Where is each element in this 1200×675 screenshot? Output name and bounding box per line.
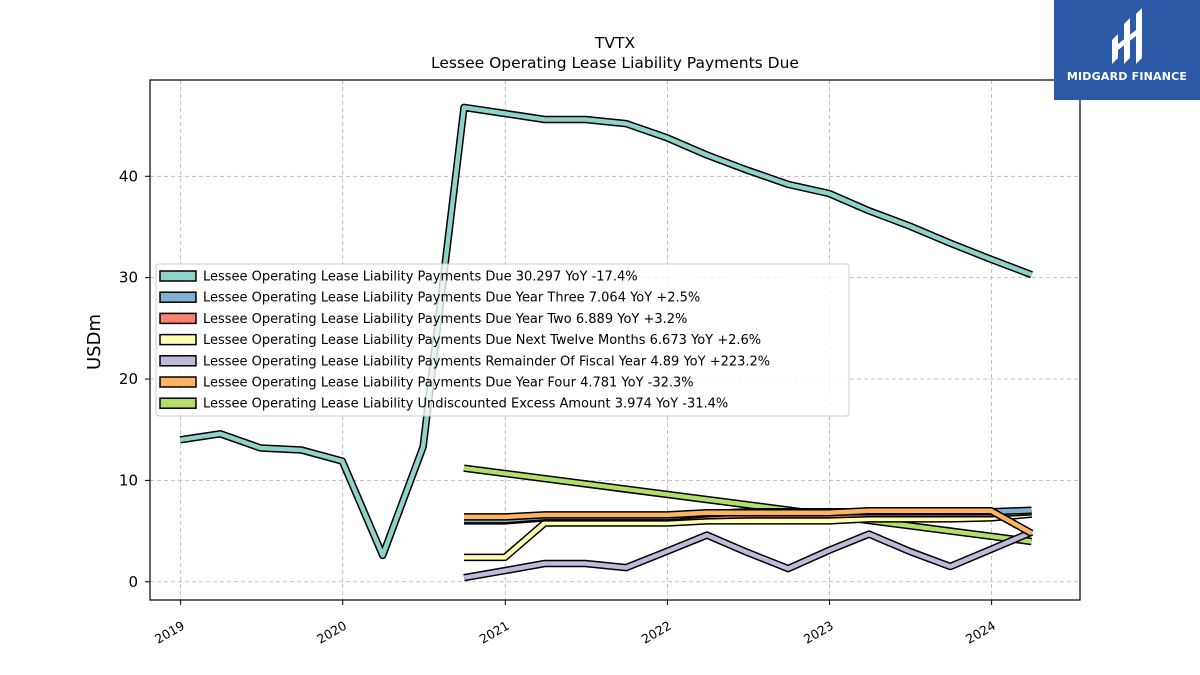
series-line	[464, 508, 1033, 536]
brand-logo: MIDGARD FINANCE	[1054, 0, 1200, 100]
legend-label: Lessee Operating Lease Liability Payment…	[203, 333, 761, 348]
y-tick-label: 0	[128, 573, 138, 591]
series-line	[463, 530, 1033, 580]
chart-subtitle: Lessee Operating Lease Liability Payment…	[431, 54, 799, 72]
legend-label: Lessee Operating Lease Liability Payment…	[203, 354, 770, 369]
legend-swatch	[159, 333, 197, 346]
series-line	[463, 465, 1032, 544]
logo-text: MIDGARD FINANCE	[1066, 70, 1188, 83]
x-tick-label: 2023	[801, 618, 836, 647]
y-tick-label: 30	[119, 269, 138, 287]
x-tick-label: 2024	[963, 618, 998, 647]
y-tick-label: 40	[119, 167, 138, 185]
legend-box	[155, 263, 850, 417]
legend-swatch	[159, 291, 197, 303]
series-line	[179, 105, 1033, 558]
series-lines	[179, 103, 1034, 582]
chart-title: TVTX	[594, 34, 636, 52]
legend: Lessee Operating Lease Liability Payment…	[155, 263, 850, 417]
legend-label: Lessee Operating Lease Liability Undisco…	[203, 397, 728, 412]
x-tick-label: 2019	[152, 618, 187, 647]
y-axis-label: USDm	[84, 314, 105, 370]
legend-swatch	[159, 270, 197, 282]
logo-mark-icon	[1112, 8, 1142, 64]
legend-swatch	[159, 355, 197, 367]
legend-swatch	[159, 397, 197, 409]
legend-label: Lessee Operating Lease Liability Payment…	[203, 270, 638, 285]
legend-swatch	[159, 312, 197, 325]
legend-label: Lessee Operating Lease Liability Payment…	[203, 376, 694, 391]
y-tick-label: 20	[119, 370, 138, 388]
legend-label: Lessee Operating Lease Liability Payment…	[203, 291, 700, 306]
plot-area	[149, 79, 1081, 601]
y-tick-label: 10	[119, 471, 138, 489]
legend-swatch	[159, 376, 197, 388]
x-tick-label: 2020	[314, 618, 349, 647]
series-line	[464, 511, 1032, 560]
x-tick-label: 2022	[639, 618, 674, 647]
x-tick-label: 2021	[477, 618, 512, 647]
legend-label: Lessee Operating Lease Liability Payment…	[203, 312, 687, 327]
